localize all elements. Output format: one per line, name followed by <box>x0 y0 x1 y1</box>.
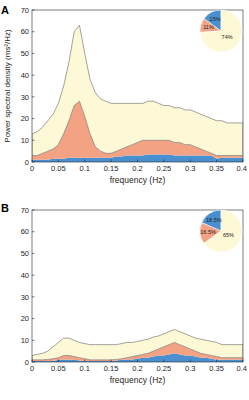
x-tick <box>163 160 164 163</box>
y-tick-label: 30 <box>21 93 29 102</box>
y-tick <box>32 296 35 297</box>
x-tick-label: 0.15 <box>104 164 119 173</box>
x-tick-label: 0 <box>30 364 34 373</box>
pie-label: 74% <box>222 34 233 40</box>
y-tick <box>32 362 35 363</box>
y-tick <box>32 118 35 119</box>
y-tick-label: 20 <box>21 114 29 123</box>
y-tick-label: 20 <box>21 314 29 323</box>
x-tick <box>84 360 85 363</box>
x-axis-label: frequency (Hz) <box>110 375 166 385</box>
pie-label: 16.5% <box>200 229 216 235</box>
y-tick <box>32 210 35 211</box>
y-tick-label: 70 <box>21 206 29 215</box>
pie: 15% 11% 74% <box>200 10 242 52</box>
x-tick-label: 0.25 <box>157 164 172 173</box>
pie-label: 18.5% <box>206 217 222 223</box>
pie-label: 11% <box>203 24 214 30</box>
y-tick <box>32 31 35 32</box>
y-tick-label: 50 <box>21 249 29 258</box>
figure: 0 10 20 30 40 50 60 70 0 0.05 0.1 0.15 0.2 0.25 0.3 0.3… <box>0 0 249 400</box>
y-tick <box>32 318 35 319</box>
x-axis-label: frequency (Hz) <box>110 175 166 185</box>
x-tick-label: 0.4 <box>237 364 247 373</box>
x-tick-label: 0.3 <box>185 164 195 173</box>
x-tick <box>216 360 217 363</box>
area-segment <box>32 329 243 359</box>
x-tick-label: 0.15 <box>104 364 119 373</box>
plot-background <box>32 10 243 162</box>
y-tick-label: 60 <box>21 227 29 236</box>
x-tick <box>32 360 33 363</box>
x-tick <box>32 160 33 163</box>
x-tick-label: 0.25 <box>157 364 172 373</box>
x-tick <box>163 360 164 363</box>
y-tick-label: 70 <box>21 6 29 15</box>
plot-background <box>32 210 243 362</box>
pie-slice <box>200 10 242 52</box>
y-axis-label: Power spectral density (ms²/Hz) <box>3 29 12 143</box>
pie-label: 65% <box>223 232 234 238</box>
x-tick <box>243 160 244 163</box>
x-tick-label: 0.05 <box>51 164 66 173</box>
x-tick <box>243 360 244 363</box>
x-tick-label: 0 <box>30 164 34 173</box>
y-tick-label: 0 <box>25 158 29 167</box>
y-tick-label: 40 <box>21 71 29 80</box>
x-tick-label: 0.2 <box>132 164 142 173</box>
y-tick-label: 30 <box>21 293 29 302</box>
y-tick <box>32 75 35 76</box>
y-tick <box>32 275 35 276</box>
x-tick-label: 0.1 <box>80 364 90 373</box>
x-tick <box>58 160 59 163</box>
x-tick-label: 0.2 <box>132 364 142 373</box>
x-tick-label: 0.3 <box>185 364 195 373</box>
y-tick <box>32 96 35 97</box>
plot-frame <box>32 210 243 362</box>
panel: 0 10 20 30 40 50 60 70 0 0.05 0.1 0.15 0.2 0.25 0.3 0.3… <box>1 4 247 185</box>
x-tick-label: 0.1 <box>80 164 90 173</box>
x-tick <box>216 160 217 163</box>
y-tick-label: 50 <box>21 49 29 58</box>
y-tick <box>32 162 35 163</box>
x-tick <box>190 160 191 163</box>
pie: 18.5% 16.5% 65% <box>200 210 242 252</box>
x-tick <box>137 360 138 363</box>
panel: 0 10 20 30 40 50 60 70 0 0.05 0.1 0.15 0.2 0.25 0.3 0.3… <box>1 202 247 385</box>
x-tick-label: 0.4 <box>237 164 247 173</box>
pie-label: 15% <box>210 16 221 22</box>
x-tick-label: 0.35 <box>209 364 224 373</box>
y-tick <box>32 53 35 54</box>
x-tick <box>111 160 112 163</box>
y-tick <box>32 231 35 232</box>
y-tick <box>32 140 35 141</box>
y-tick-label: 10 <box>21 136 29 145</box>
x-tick-label: 0.05 <box>51 364 66 373</box>
plot-frame <box>32 10 243 162</box>
y-tick <box>32 253 35 254</box>
x-tick <box>190 360 191 363</box>
x-tick <box>84 160 85 163</box>
y-tick <box>32 10 35 11</box>
x-tick <box>137 160 138 163</box>
x-tick <box>58 360 59 363</box>
panel-label: A <box>1 4 9 16</box>
x-tick <box>111 360 112 363</box>
panel-label: B <box>1 202 9 214</box>
y-tick-label: 40 <box>21 271 29 280</box>
x-tick-label: 0.35 <box>209 164 224 173</box>
plot-area <box>32 329 243 362</box>
y-tick-label: 0 <box>25 358 29 367</box>
y-tick <box>32 340 35 341</box>
y-tick-label: 10 <box>21 336 29 345</box>
y-tick-label: 60 <box>21 27 29 36</box>
